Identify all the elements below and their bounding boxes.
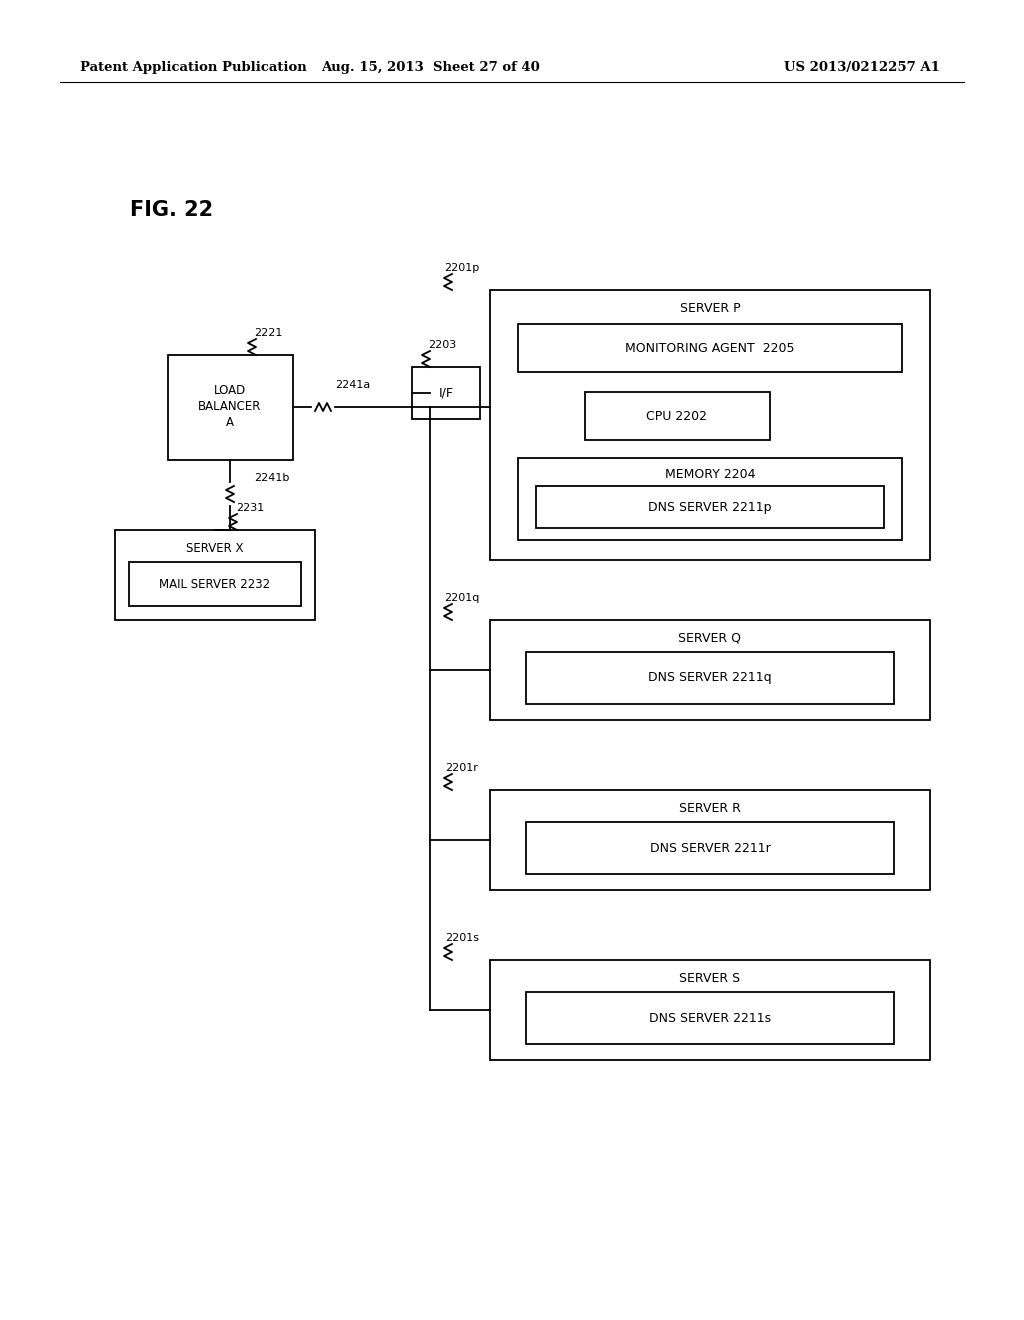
- Bar: [526, 822, 894, 874]
- Text: 2241a: 2241a: [336, 380, 371, 389]
- Text: CPU 2202: CPU 2202: [646, 409, 708, 422]
- Bar: [518, 323, 902, 372]
- Text: MONITORING AGENT  2205: MONITORING AGENT 2205: [626, 342, 795, 355]
- Text: SERVER S: SERVER S: [680, 972, 740, 985]
- Text: DNS SERVER 2211s: DNS SERVER 2211s: [649, 1011, 771, 1024]
- Text: 2221: 2221: [254, 327, 283, 338]
- Text: BALANCER: BALANCER: [199, 400, 262, 413]
- Text: FIG. 22: FIG. 22: [130, 201, 213, 220]
- Text: 2201q: 2201q: [444, 593, 479, 603]
- Bar: [115, 531, 315, 620]
- Text: 2201s: 2201s: [445, 933, 479, 942]
- Text: Patent Application Publication: Patent Application Publication: [80, 62, 307, 74]
- Text: LOAD: LOAD: [214, 384, 246, 397]
- Bar: [490, 789, 930, 890]
- Bar: [412, 367, 480, 418]
- Text: SERVER P: SERVER P: [680, 301, 740, 314]
- Bar: [168, 355, 293, 459]
- Bar: [526, 652, 894, 704]
- Bar: [129, 562, 301, 606]
- Text: SERVER Q: SERVER Q: [679, 631, 741, 644]
- Bar: [490, 620, 930, 719]
- Text: I/F: I/F: [438, 387, 454, 400]
- Bar: [526, 993, 894, 1044]
- Bar: [585, 392, 770, 440]
- Text: 2203: 2203: [428, 341, 456, 350]
- Text: DNS SERVER 2211q: DNS SERVER 2211q: [648, 672, 772, 685]
- Bar: [518, 458, 902, 540]
- Text: 2201r: 2201r: [445, 763, 478, 774]
- Text: 2201p: 2201p: [444, 263, 479, 273]
- Text: 2241b: 2241b: [254, 473, 290, 483]
- Text: Aug. 15, 2013  Sheet 27 of 40: Aug. 15, 2013 Sheet 27 of 40: [321, 62, 540, 74]
- Bar: [536, 486, 884, 528]
- Bar: [490, 960, 930, 1060]
- Text: MEMORY 2204: MEMORY 2204: [665, 467, 756, 480]
- Text: DNS SERVER 2211p: DNS SERVER 2211p: [648, 500, 772, 513]
- Text: DNS SERVER 2211r: DNS SERVER 2211r: [649, 842, 770, 854]
- Bar: [490, 290, 930, 560]
- Text: 2231: 2231: [236, 503, 264, 513]
- Text: SERVER X: SERVER X: [186, 541, 244, 554]
- Text: US 2013/0212257 A1: US 2013/0212257 A1: [784, 62, 940, 74]
- Text: A: A: [226, 417, 234, 429]
- Text: SERVER R: SERVER R: [679, 801, 741, 814]
- Text: MAIL SERVER 2232: MAIL SERVER 2232: [160, 578, 270, 590]
